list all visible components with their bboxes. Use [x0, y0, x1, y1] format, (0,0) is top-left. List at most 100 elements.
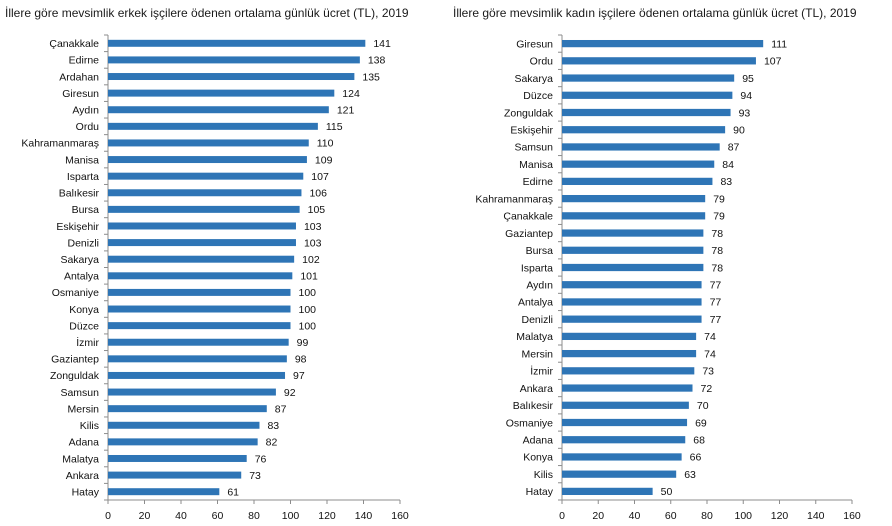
- value-label: 121: [337, 105, 355, 117]
- bar: [108, 272, 293, 280]
- x-tick-label: 140: [355, 510, 373, 522]
- category-label: Adana: [69, 437, 100, 449]
- bar: [562, 126, 726, 134]
- category-label: Balıkesir: [513, 400, 554, 412]
- category-label: Ankara: [66, 470, 99, 482]
- value-label: 99: [297, 337, 309, 349]
- category-label: Konya: [523, 452, 553, 464]
- bar: [108, 239, 296, 247]
- bar: [562, 263, 704, 272]
- bar: [562, 349, 697, 358]
- bar: [108, 205, 300, 213]
- chart-title: İllere göre mevsimlik erkek işçilere öde…: [5, 6, 409, 20]
- x-tick-label: 120: [318, 510, 336, 522]
- value-label: 79: [713, 211, 725, 223]
- bar: [562, 108, 731, 117]
- bar: [108, 73, 355, 81]
- bar: [562, 57, 756, 65]
- value-label: 90: [733, 125, 745, 137]
- category-label: Denizli: [521, 314, 553, 326]
- category-label: Mersin: [67, 403, 99, 415]
- value-label: 102: [302, 254, 320, 266]
- value-label: 106: [309, 188, 327, 200]
- bar: [562, 91, 733, 99]
- bar: [108, 421, 260, 429]
- bar: [562, 436, 686, 444]
- bar: [108, 222, 296, 230]
- chart-right: İllere göre mevsimlik kadın işçilere öde…: [446, 0, 892, 526]
- value-label: 98: [295, 354, 307, 366]
- category-label: Edirne: [69, 55, 100, 67]
- category-label: Düzce: [69, 320, 99, 332]
- value-label: 87: [275, 403, 287, 415]
- bar: [562, 39, 764, 48]
- x-tick-label: 40: [175, 510, 187, 522]
- category-label: Kilis: [80, 420, 99, 432]
- bar: [562, 281, 702, 289]
- x-tick-label: 20: [592, 510, 604, 522]
- category-label: Manisa: [519, 159, 553, 171]
- bar: [562, 74, 735, 82]
- value-label: 66: [690, 452, 702, 464]
- x-tick-label: 100: [282, 510, 300, 522]
- bar-chart-left: Çanakkale 141 Edirne 138 Ardahan 135 Giresun 12…: [21, 34, 409, 522]
- value-label: 72: [701, 383, 713, 395]
- bar: [108, 172, 304, 180]
- bar: [108, 56, 360, 64]
- value-label: 76: [255, 453, 267, 465]
- x-tick-label: 20: [139, 510, 151, 522]
- value-label: 77: [710, 280, 722, 292]
- category-label: Konya: [69, 304, 99, 316]
- bar: [108, 305, 291, 313]
- bar: [108, 355, 287, 363]
- bar: [562, 143, 720, 151]
- value-label: 83: [720, 176, 732, 188]
- category-label: Zonguldak: [50, 370, 100, 382]
- category-label: Isparta: [521, 262, 553, 274]
- bar: [108, 122, 318, 130]
- category-label: Bursa: [72, 204, 100, 216]
- category-label: Samsun: [60, 387, 99, 399]
- bar: [108, 106, 329, 114]
- value-label: 79: [713, 193, 725, 205]
- bar: [562, 487, 653, 496]
- category-label: Kahramanmaraş: [21, 138, 99, 150]
- value-label: 124: [342, 88, 360, 100]
- x-tick-label: 140: [807, 510, 825, 522]
- value-label: 100: [299, 320, 317, 332]
- category-label: Aydın: [72, 105, 99, 117]
- bar: [562, 470, 677, 478]
- x-tick-label: 60: [665, 510, 677, 522]
- bar: [562, 194, 706, 203]
- value-label: 115: [326, 121, 343, 133]
- category-label: Hatay: [526, 486, 554, 498]
- category-label: Balıkesir: [59, 188, 100, 200]
- chart-left: İllere göre mevsimlik erkek işçilere öde…: [5, 6, 409, 522]
- category-label: Bursa: [526, 245, 554, 257]
- category-label: Ankara: [520, 383, 553, 395]
- bar: [108, 255, 295, 263]
- bar-chart-right: Giresun 111 Ordu 107 Sakarya 95 Düzce 94 Zonguld…: [475, 34, 861, 522]
- value-label: 61: [227, 486, 239, 498]
- chart-title: İllere göre mevsimlik kadın işçilere öde…: [453, 6, 857, 20]
- bar: [562, 160, 715, 168]
- category-label: Giresun: [62, 88, 99, 100]
- x-tick-label: 120: [771, 510, 789, 522]
- value-label: 93: [739, 107, 751, 119]
- bar: [108, 371, 286, 379]
- value-label: 97: [293, 370, 305, 382]
- category-label: Sakarya: [514, 73, 553, 85]
- value-label: 100: [299, 287, 317, 299]
- value-label: 77: [710, 314, 722, 326]
- bar: [108, 471, 242, 479]
- category-label: Gaziantep: [51, 354, 99, 366]
- category-label: Ardahan: [59, 71, 99, 83]
- bar: [108, 388, 276, 396]
- value-label: 77: [710, 297, 722, 309]
- value-label: 95: [742, 73, 754, 85]
- value-label: 105: [308, 204, 326, 216]
- value-label: 94: [740, 90, 752, 102]
- x-tick-label: 160: [843, 510, 861, 522]
- value-label: 101: [300, 271, 318, 283]
- x-tick-label: 80: [248, 510, 260, 522]
